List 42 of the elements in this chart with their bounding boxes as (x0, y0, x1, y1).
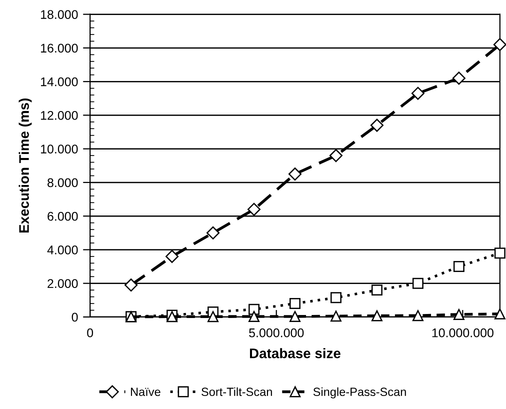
y-tick-label: 16.000 (40, 44, 78, 53)
point (412, 278, 424, 289)
point (371, 310, 382, 322)
point (494, 248, 506, 259)
point (493, 38, 506, 52)
point (247, 202, 261, 216)
point (290, 298, 300, 310)
x-tick-label: 0 (87, 328, 94, 338)
legend-label: Single-Pass-Scan (313, 387, 406, 398)
point (370, 118, 384, 132)
point (124, 278, 138, 292)
legend-label: Naïve (130, 388, 160, 396)
y-tick-label: 2.000 (48, 279, 78, 288)
y-axis-title: Execution Time (ms) (18, 98, 32, 233)
x-tick-label: 10.000.000 (432, 328, 494, 338)
y-tick-label: 0 (72, 312, 78, 322)
legend-label: Sort-Tilt-Scan (202, 387, 272, 396)
x-tick-label: 5.000.000 (249, 328, 304, 338)
x-axis-title: Database size (250, 348, 340, 358)
y-tick-label: 8.000 (48, 178, 78, 188)
point (330, 292, 342, 304)
point (453, 308, 464, 320)
point (412, 310, 424, 322)
point (330, 310, 342, 322)
y-tick-label: 6.000 (48, 212, 78, 221)
point (329, 149, 342, 162)
y-tick-label: 18.000 (40, 10, 78, 19)
point (453, 261, 464, 272)
y-tick-label: 12.000 (40, 111, 78, 120)
point (411, 86, 424, 100)
point (290, 310, 300, 322)
point (206, 226, 220, 240)
y-tick-label: 14.000 (40, 77, 78, 86)
point (288, 168, 302, 181)
y-tick-label: 4.000 (47, 246, 78, 254)
point (166, 250, 179, 263)
point (452, 72, 466, 85)
point (371, 284, 382, 296)
point (494, 308, 506, 320)
point (208, 311, 219, 322)
point (248, 310, 260, 322)
y-tick-label: 10.000 (40, 144, 78, 154)
